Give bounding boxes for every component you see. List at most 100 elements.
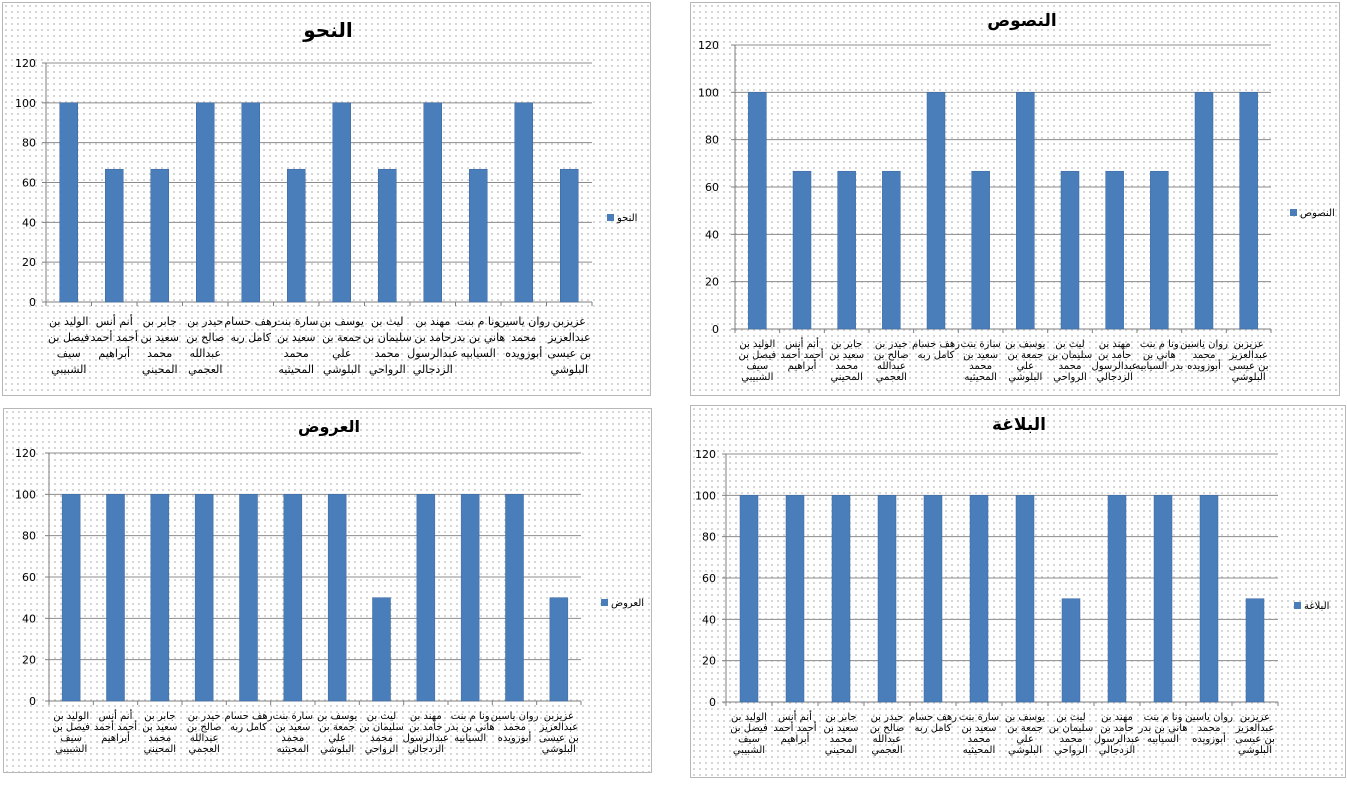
y-tick-label: 40 — [22, 216, 36, 229]
legend-swatch — [607, 214, 614, 221]
x-category-label: سارة بنت سعيد بن محمد المحيثيه — [273, 711, 313, 755]
x-category-label: رهف حسام كامل ربه — [224, 315, 277, 344]
bar — [739, 495, 759, 703]
bar — [59, 102, 78, 303]
y-tick-label: 80 — [22, 137, 36, 150]
chart-title: البلاغة — [992, 415, 1046, 435]
x-category-label: الوليد بن فيصل بن سيف الشبيبي — [739, 339, 777, 383]
y-tick-label: 60 — [705, 181, 719, 194]
x-category-label: أنم أنس أحمد أحمد أبراهيم — [94, 709, 137, 744]
y-tick-label: 0 — [29, 695, 36, 708]
chart-panel-balagha: البلاغة 0 20 40 60 80 100 120 الوليد بن فيصل بن سي… — [690, 405, 1346, 778]
bar — [372, 597, 391, 702]
x-category-label: الوليد بن فيصل بن سيف الشبيبي — [52, 711, 90, 755]
x-category-label: روان ياسين محمد أبوزويده — [1185, 712, 1233, 745]
x-category-label: أنم أنس أحمد أحمد أبراهيم — [91, 314, 138, 360]
y-tick-label: 20 — [705, 276, 719, 289]
y-tick-label: 80 — [22, 530, 36, 543]
x-category-label: روان ياسين محمد أبوزويده — [497, 315, 550, 360]
bar — [877, 495, 897, 703]
chart-svg: النصوص 0 20 40 60 80 100 120 الوليد بن فيصل بن سيف… — [698, 11, 1335, 383]
x-category-label: ونا م بنت هاني بن بدر السيابيه — [450, 315, 505, 360]
bar — [241, 102, 260, 303]
chart-svg: العروض 0 20 40 60 80 100 120 الوليد بن فيصل بن سيف… — [15, 417, 644, 755]
x-category-label: جابر بن سعيد بن محمد المحيني — [140, 315, 179, 376]
y-tick-label: 120 — [15, 57, 36, 70]
chart-title: النحو — [302, 18, 352, 42]
bar — [1105, 170, 1124, 330]
y-tick-label: 100 — [698, 86, 719, 99]
bar — [106, 494, 125, 702]
bar — [1194, 92, 1214, 330]
y-tick-label: 100 — [695, 489, 716, 502]
bar — [239, 494, 258, 702]
bar — [150, 494, 170, 702]
bar — [105, 168, 124, 303]
x-category-label: جابر بن سعيد بن محمد المحيني — [823, 712, 858, 756]
bar — [1015, 495, 1035, 703]
bar — [416, 494, 436, 702]
x-category-label: حيدر بن صالح بن عبدالله العجمي — [187, 711, 222, 755]
x-category-label: ليث بن سليمان بن محمد الرواحي — [359, 711, 403, 755]
legend-label: العروض — [611, 598, 644, 609]
bar — [378, 168, 397, 303]
bar — [1153, 495, 1173, 703]
x-category-label: سارة بنت سعيد بن محمد المحيثيه — [274, 315, 318, 376]
x-category-label: عزيزبن عبدالعزيز بن عيسى البلوشي — [538, 711, 578, 755]
legend-label: النحو — [616, 213, 637, 224]
x-category-label: روان ياسين محمد أبوزويده — [491, 711, 539, 744]
y-tick-label: 40 — [22, 612, 36, 625]
x-category-label: رهف حسام كامل ربه — [912, 339, 960, 361]
x-category-label: سارة بنت سعيد بن محمد المحيثيه — [959, 712, 999, 756]
x-category-label: ونا م بنت هاني بن بدر السيابيه — [1137, 712, 1187, 745]
x-category-label: سارة بنت سعيد بن محمد المحيثيه — [961, 339, 1001, 383]
y-tick-label: 20 — [702, 655, 716, 668]
bar — [1239, 92, 1258, 330]
x-category-label: مهند بن حامد بن عبدالرسول الزدجالي — [1091, 339, 1137, 383]
bar — [460, 494, 480, 702]
chart-panel-arud: العروض 0 20 40 60 80 100 120 الوليد بن فيصل بن سيف… — [3, 408, 652, 773]
x-category-label: حيدر بن صالح بن عبدالله العجمي — [870, 712, 905, 756]
legend-swatch — [1294, 602, 1301, 609]
x-category-label: مهند بن حامد بن عبدالرسول الزدجالي — [407, 315, 458, 376]
x-category-label: حيدر بن صالح بن عبدالله العجمي — [874, 339, 909, 383]
x-category-label: أنم أنس أحمد أحمد أبراهيم — [773, 710, 816, 745]
y-tick-label: 100 — [15, 488, 36, 501]
bar — [283, 494, 303, 702]
x-category-label: ليث بن سليمان بن محمد الرواحي — [1048, 339, 1092, 383]
bar — [327, 494, 347, 702]
legend-swatch — [1290, 209, 1297, 216]
bar — [1150, 170, 1169, 330]
x-category-label: يوسف بن جمعة بن علي البلوشي — [320, 315, 364, 376]
y-tick-label: 0 — [709, 696, 716, 709]
bar — [549, 597, 569, 702]
y-tick-label: 40 — [705, 228, 719, 241]
bar — [882, 170, 901, 330]
bar — [1107, 495, 1127, 703]
x-category-label: جابر بن سعيد بن محمد المحيني — [142, 711, 177, 755]
bar — [469, 168, 488, 303]
bar — [792, 170, 812, 330]
y-tick-label: 120 — [698, 39, 719, 52]
chart-panel-nusus: النصوص 0 20 40 60 80 100 120 الوليد بن فيصل بن سيف… — [690, 2, 1340, 396]
bar — [505, 494, 524, 702]
bar — [831, 495, 851, 703]
y-tick-label: 40 — [702, 613, 716, 626]
bar — [923, 495, 943, 703]
chart-title: النصوص — [987, 11, 1056, 31]
y-tick-label: 120 — [695, 448, 716, 461]
x-category-label: ليث بن سليمان بن محمد الرواحي — [1049, 712, 1093, 756]
bar — [423, 102, 442, 303]
bar — [969, 495, 989, 703]
x-category-label: ليث بن سليمان بن محمد الرواحي — [363, 315, 412, 376]
x-category-label: يوسف بن جمعة بن علي البلوشي — [317, 711, 357, 755]
chart-svg: النحو 0 20 40 60 80 100 120 الوليد بن فيصل بن سيف ا… — [15, 18, 637, 376]
y-tick-label: 0 — [712, 323, 719, 336]
legend-label: البلاغة — [1304, 601, 1329, 612]
bar — [332, 102, 351, 303]
bar — [287, 168, 306, 303]
y-tick-label: 60 — [22, 177, 36, 190]
chart-title: العروض — [298, 417, 360, 436]
x-category-label: أنم أنس أحمد أحمد أبراهيم — [780, 337, 823, 372]
x-category-label: ونا م بنت هاني بن بدر السيابيه — [1135, 339, 1183, 372]
